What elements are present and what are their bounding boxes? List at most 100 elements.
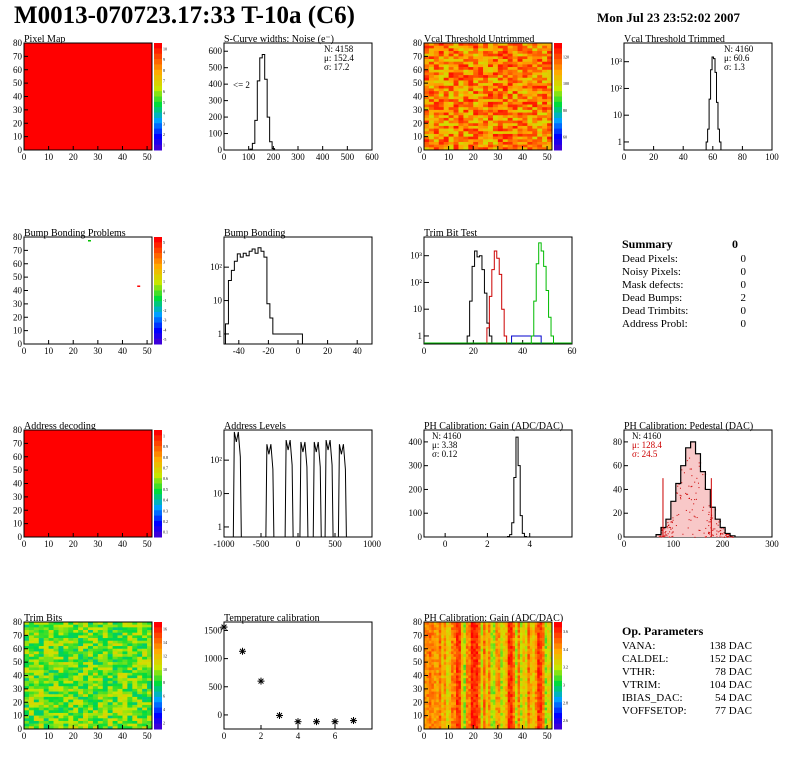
- heatmap-cell: [483, 662, 486, 666]
- heatmap-cell: [458, 136, 464, 140]
- heatmap-cell: [448, 688, 452, 692]
- heatmap-cell: [463, 136, 469, 140]
- heatmap-cell: [483, 723, 486, 727]
- heatmap-cell: [112, 707, 118, 711]
- heatmap-cell: [495, 712, 499, 716]
- heatmap-cell: [132, 643, 138, 647]
- summary-total: 0: [732, 237, 738, 251]
- heatmap-cell: [483, 691, 486, 695]
- heatmap-cell: [505, 720, 508, 724]
- heatmap-cell: [28, 656, 35, 660]
- heatmap-cell: [524, 656, 528, 660]
- heatmap-cell: [478, 96, 484, 100]
- heatmap-cell: [426, 627, 430, 631]
- heatmap-cell: [547, 678, 550, 682]
- heatmap-cell: [510, 662, 513, 666]
- heatmap-cell: [534, 622, 538, 625]
- heatmap-cell: [426, 646, 430, 650]
- heatmap-cell: [520, 696, 523, 700]
- heatmap-cell: [507, 662, 511, 666]
- heatmap-cell: [48, 707, 54, 711]
- heatmap-cell: [448, 651, 452, 655]
- heatmap-cell: [78, 662, 84, 666]
- heatmap-cell: [529, 702, 533, 706]
- heatmap-cell: [492, 664, 496, 668]
- heatmap-cell: [539, 627, 543, 631]
- heatmap-cell: [490, 696, 494, 700]
- heatmap-cell: [460, 648, 464, 652]
- heatmap-cell: [428, 48, 435, 52]
- heatmap-cell: [463, 85, 469, 89]
- y-tick-label: 30: [13, 299, 23, 309]
- heatmap-cell: [524, 664, 528, 668]
- heatmap-cell: [107, 680, 113, 684]
- colorbar-cell: [554, 627, 562, 634]
- heatmap-cell: [517, 107, 523, 111]
- heatmap-cell: [495, 699, 499, 703]
- heatmap-cell: [517, 120, 523, 124]
- op-parameter-label: VTRIM:: [622, 679, 661, 691]
- heatmap-cell: [446, 635, 449, 639]
- heatmap-cell: [527, 712, 531, 716]
- heatmap-cell: [537, 75, 543, 79]
- y-tick-label: 100: [409, 508, 423, 518]
- histogram-peak: [284, 439, 294, 538]
- heatmap-cell: [507, 718, 511, 722]
- heatmap-cell: [92, 691, 99, 695]
- heatmap-cell: [500, 715, 504, 719]
- heatmap-cell: [68, 683, 74, 687]
- heatmap-cell: [500, 712, 504, 716]
- heatmap-cell: [507, 699, 511, 703]
- heatmap-cell: [547, 85, 553, 89]
- heatmap-cell: [58, 680, 64, 684]
- heatmap-cell: [488, 691, 491, 695]
- heatmap-cell: [453, 704, 457, 708]
- heatmap-cell: [137, 710, 143, 714]
- heatmap-cell: [463, 699, 467, 703]
- heatmap-cell: [433, 667, 437, 671]
- heatmap-cell: [497, 691, 501, 695]
- heatmap-cell: [92, 702, 99, 706]
- heatmap-cell: [122, 686, 128, 690]
- heatmap-cell: [436, 699, 440, 703]
- heatmap-cell: [460, 704, 464, 708]
- heatmap-cell: [132, 691, 138, 695]
- x-tick-label: 100: [667, 539, 681, 549]
- heatmap-cell: [537, 638, 540, 642]
- y-tick-label: 20: [13, 697, 23, 707]
- heatmap-cell: [483, 656, 486, 660]
- histogram-dot: [661, 529, 663, 531]
- heatmap-cell: [483, 624, 486, 628]
- heatmap-cell: [478, 99, 484, 103]
- heatmap-cell: [478, 651, 481, 655]
- heatmap-cell: [458, 128, 464, 132]
- heatmap-cell: [24, 678, 30, 682]
- heatmap-cell: [460, 651, 464, 655]
- heatmap-cell: [527, 662, 531, 666]
- colorbar-label: 16: [163, 627, 167, 632]
- heatmap-fill: [24, 43, 152, 150]
- heatmap-cell: [58, 670, 64, 674]
- heatmap-cell: [490, 656, 494, 660]
- heatmap-cell: [83, 654, 89, 658]
- heatmap-cell: [468, 707, 472, 711]
- histogram-dot: [687, 493, 689, 495]
- heatmap-cell: [428, 80, 435, 84]
- histogram-dot: [694, 499, 696, 501]
- heatmap-cell: [542, 707, 545, 711]
- heatmap-cell: [424, 688, 427, 692]
- heatmap-cell: [500, 643, 504, 647]
- heatmap-cell: [458, 139, 464, 143]
- heatmap-cell: [532, 664, 536, 668]
- heatmap-cell: [522, 45, 528, 49]
- histogram-peak: [324, 439, 334, 538]
- heatmap-cell: [544, 683, 548, 687]
- heatmap-cell: [522, 101, 528, 105]
- heatmap-cell: [520, 632, 523, 636]
- heatmap-cell: [500, 664, 504, 668]
- heatmap-cell: [542, 715, 545, 719]
- heatmap-cell: [512, 120, 518, 124]
- heatmap-cell: [544, 720, 548, 724]
- heatmap-cell: [24, 675, 30, 679]
- heatmap-cell: [510, 654, 513, 658]
